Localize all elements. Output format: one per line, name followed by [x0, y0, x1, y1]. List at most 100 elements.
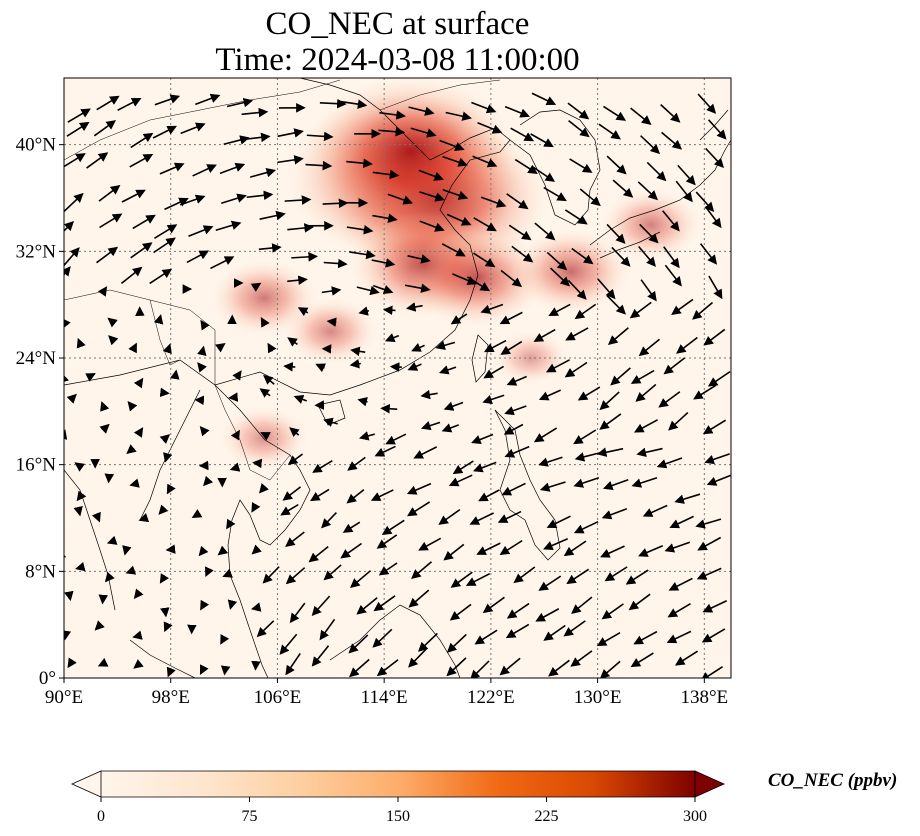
wind-arrow-115 [381, 519, 405, 535]
wind-arrow-196 [293, 394, 308, 404]
wind-arrow-372 [532, 166, 556, 182]
wind-arrow-340 [179, 194, 206, 206]
colorbar-ramp [101, 771, 695, 797]
wind-arrow-132 [258, 483, 269, 494]
wind-arrow-64 [104, 571, 115, 583]
wind-arrow-247 [565, 327, 589, 341]
wind-arrow-159 [452, 460, 474, 475]
colorbar-tick-label-4: 300 [683, 808, 707, 825]
plume-8 [284, 297, 378, 365]
wind-arrow-73 [378, 562, 398, 576]
wind-arrow-100 [563, 540, 587, 557]
wind-arrow-103 [664, 541, 691, 553]
wind-arrow-352 [579, 188, 601, 207]
wind-arrow-107 [138, 513, 150, 523]
wind-arrow-318 [154, 224, 178, 239]
wind-arrow-88 [198, 545, 209, 557]
wind-arrow-135 [346, 488, 365, 504]
wind-arrow-332 [606, 223, 626, 244]
wind-arrow-80 [604, 566, 628, 582]
wind-arrow-409 [379, 110, 406, 120]
wind-arrow-183 [533, 427, 558, 443]
wind-arrow-250 [676, 336, 698, 354]
country-borders [64, 79, 501, 481]
wind-arrow-120 [546, 515, 571, 528]
wind-arrow-217 [283, 362, 296, 372]
wind-arrow-95 [418, 537, 442, 551]
wind-arrow-268 [574, 303, 597, 320]
wind-arrow-374 [606, 155, 627, 175]
wind-arrow-2 [133, 659, 144, 669]
wind-arrow-154 [287, 453, 303, 465]
wind-arrow-244 [483, 339, 507, 353]
wind-arrow-400 [96, 95, 120, 111]
wind-arrow-262 [382, 305, 396, 316]
wind-arrow-48 [251, 602, 262, 612]
coastline-sumatra [129, 639, 196, 678]
wind-arrow-355 [675, 180, 693, 203]
lat-tick-label-5: 40°N [16, 135, 57, 156]
wind-arrow-42 [64, 590, 74, 602]
wind-arrow-212 [133, 377, 144, 389]
wind-arrow-211 [85, 373, 96, 382]
wind-arrow-367 [372, 169, 400, 180]
wind-arrow-1 [97, 657, 109, 667]
wind-arrow-225 [545, 359, 571, 373]
wind-arrow-89 [217, 545, 229, 556]
wind-arrow-16 [570, 650, 593, 667]
wind-arrow-265 [480, 303, 504, 314]
wind-arrow-404 [226, 97, 254, 108]
wind-arrow-77 [513, 566, 536, 584]
wind-arrow-164 [596, 447, 624, 457]
wind-arrow-142 [573, 476, 600, 488]
wind-arrow-296 [130, 242, 153, 259]
coastline-korea [509, 109, 601, 226]
wind-arrow-363 [250, 167, 277, 178]
wind-arrow-204 [538, 389, 561, 401]
wind-arrow-251 [703, 328, 726, 346]
wind-arrow-218 [315, 363, 327, 373]
wind-arrow-113 [321, 512, 337, 529]
wind-arrow-166 [656, 457, 683, 469]
wind-arrow-292 [664, 264, 682, 287]
wind-arrow-51 [356, 597, 378, 615]
wind-arrow-270 [629, 301, 652, 319]
wind-arrow-311 [611, 246, 631, 267]
wind-arrow-181 [471, 433, 494, 445]
wind-arrow-256 [200, 319, 210, 331]
wind-arrow-330 [534, 222, 556, 241]
wind-arrow-67 [205, 566, 214, 578]
wind-arrow-398 [707, 119, 727, 140]
wind-arrow-354 [637, 181, 658, 201]
wind-arrow-138 [448, 474, 473, 487]
wind-arrow-114 [342, 521, 361, 533]
wind-arrow-37 [563, 620, 586, 637]
wind-arrow-410 [408, 106, 435, 116]
wind-arrow-169 [99, 423, 110, 434]
wind-arrow-371 [514, 158, 538, 174]
coastline-borneo [329, 604, 461, 678]
wind-arrow-267 [548, 303, 571, 317]
wind-arrow-230 [707, 370, 731, 387]
wind-arrow-102 [638, 544, 664, 557]
wind-arrow-328 [473, 217, 497, 232]
wind-arrow-59 [601, 603, 624, 620]
wind-arrow-229 [663, 357, 686, 375]
wind-arrow-307 [473, 252, 496, 268]
wind-arrow-342 [246, 190, 274, 201]
wind-arrow-123 [642, 504, 668, 517]
wind-arrow-133 [282, 486, 302, 501]
wind-arrow-82 [668, 577, 693, 591]
wind-arrow-209 [693, 384, 717, 400]
wind-arrow-321 [259, 210, 286, 221]
wind-arrow-76 [465, 572, 491, 586]
wind-arrow-94 [376, 534, 398, 549]
wind-arrow-27 [256, 620, 275, 638]
wind-arrow-61 [667, 602, 691, 618]
wind-arrow-282 [356, 285, 380, 296]
wind-arrow-200 [420, 389, 438, 400]
wind-arrow-79 [566, 568, 590, 585]
wind-arrow-184 [573, 429, 597, 445]
wind-arrow-350 [506, 193, 529, 210]
